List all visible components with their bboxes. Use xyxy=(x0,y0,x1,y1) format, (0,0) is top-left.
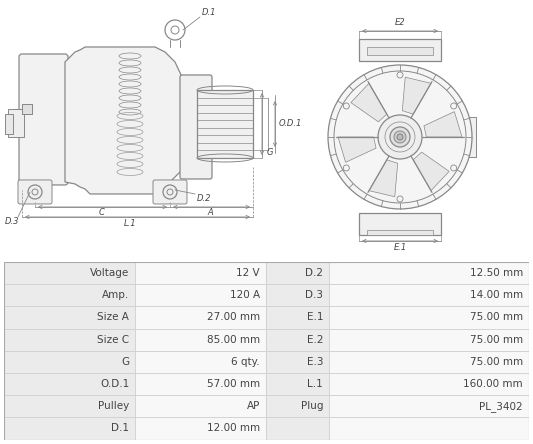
Text: AP: AP xyxy=(247,401,260,411)
Polygon shape xyxy=(413,152,449,190)
Bar xyxy=(329,329,529,351)
Text: 75.00 mm: 75.00 mm xyxy=(470,313,523,322)
Text: D.3: D.3 xyxy=(5,218,19,226)
Bar xyxy=(266,351,329,373)
Text: D.3: D.3 xyxy=(305,290,323,300)
Text: C: C xyxy=(99,209,105,218)
Text: 27.00 mm: 27.00 mm xyxy=(207,313,260,322)
Bar xyxy=(329,284,529,306)
Text: E.1: E.1 xyxy=(393,243,407,253)
Text: D.2: D.2 xyxy=(197,194,211,203)
Bar xyxy=(266,417,329,440)
Bar xyxy=(135,351,266,373)
Bar xyxy=(4,262,135,284)
Bar xyxy=(367,230,433,235)
Text: 120 A: 120 A xyxy=(230,290,260,300)
Bar xyxy=(197,90,253,158)
Bar xyxy=(367,47,433,55)
Bar xyxy=(266,329,329,351)
Polygon shape xyxy=(424,111,462,137)
Text: O.D.1: O.D.1 xyxy=(278,119,302,128)
Text: E.2: E.2 xyxy=(306,335,323,345)
Text: O.D.1: O.D.1 xyxy=(100,379,129,389)
Bar xyxy=(4,306,135,329)
Text: Pulley: Pulley xyxy=(98,401,129,411)
Bar xyxy=(462,117,476,157)
Text: E.1: E.1 xyxy=(306,313,323,322)
Circle shape xyxy=(378,115,422,159)
Circle shape xyxy=(328,65,472,209)
Bar xyxy=(266,262,329,284)
Bar xyxy=(22,104,32,114)
Bar xyxy=(329,262,529,284)
Bar xyxy=(4,417,135,440)
Text: E2: E2 xyxy=(395,19,405,28)
Bar xyxy=(8,109,24,137)
Text: 14.00 mm: 14.00 mm xyxy=(470,290,523,300)
FancyBboxPatch shape xyxy=(153,180,187,204)
Bar xyxy=(329,395,529,417)
Bar xyxy=(266,373,329,395)
Bar xyxy=(4,284,135,306)
Text: Amp.: Amp. xyxy=(102,290,129,300)
Bar xyxy=(338,117,352,157)
Text: 12 V: 12 V xyxy=(237,268,260,278)
Text: Plug: Plug xyxy=(301,401,323,411)
Bar xyxy=(4,351,135,373)
Text: D.1: D.1 xyxy=(111,424,129,433)
Text: PL_3402: PL_3402 xyxy=(479,401,523,412)
Bar xyxy=(135,373,266,395)
Polygon shape xyxy=(338,137,376,163)
Text: 75.00 mm: 75.00 mm xyxy=(470,335,523,345)
Text: A: A xyxy=(207,209,213,218)
Polygon shape xyxy=(65,47,185,194)
Bar xyxy=(135,284,266,306)
Bar xyxy=(4,329,135,351)
Text: G: G xyxy=(121,357,129,367)
Polygon shape xyxy=(351,83,387,122)
Bar xyxy=(4,373,135,395)
Bar xyxy=(329,373,529,395)
Text: Voltage: Voltage xyxy=(90,268,129,278)
Circle shape xyxy=(397,134,403,140)
Bar xyxy=(329,306,529,329)
Text: L.1: L.1 xyxy=(124,219,136,229)
Bar xyxy=(4,395,135,417)
Text: 75.00 mm: 75.00 mm xyxy=(470,357,523,367)
Bar xyxy=(5,114,13,134)
FancyBboxPatch shape xyxy=(18,180,52,204)
Text: D.2: D.2 xyxy=(305,268,323,278)
Text: 85.00 mm: 85.00 mm xyxy=(207,335,260,345)
FancyBboxPatch shape xyxy=(180,75,212,179)
Bar xyxy=(359,39,441,61)
Text: L.1: L.1 xyxy=(308,379,323,389)
Bar xyxy=(266,284,329,306)
Bar xyxy=(135,329,266,351)
Bar xyxy=(266,306,329,329)
Polygon shape xyxy=(402,77,431,114)
Text: E.3: E.3 xyxy=(306,357,323,367)
Text: Size A: Size A xyxy=(98,313,129,322)
Bar xyxy=(266,395,329,417)
Text: 6 qty.: 6 qty. xyxy=(231,357,260,367)
FancyBboxPatch shape xyxy=(19,54,68,185)
Text: Size C: Size C xyxy=(97,335,129,345)
Bar xyxy=(135,417,266,440)
Text: 57.00 mm: 57.00 mm xyxy=(207,379,260,389)
Bar xyxy=(359,213,441,235)
Text: 12.00 mm: 12.00 mm xyxy=(207,424,260,433)
Circle shape xyxy=(394,131,406,143)
Circle shape xyxy=(390,127,410,147)
Bar xyxy=(135,306,266,329)
Text: 160.00 mm: 160.00 mm xyxy=(463,379,523,389)
Polygon shape xyxy=(369,160,398,197)
Text: 12.50 mm: 12.50 mm xyxy=(470,268,523,278)
Bar xyxy=(329,351,529,373)
Text: G: G xyxy=(266,148,273,158)
Bar xyxy=(329,417,529,440)
Text: D.1: D.1 xyxy=(202,8,216,17)
Bar xyxy=(135,395,266,417)
Bar xyxy=(135,262,266,284)
